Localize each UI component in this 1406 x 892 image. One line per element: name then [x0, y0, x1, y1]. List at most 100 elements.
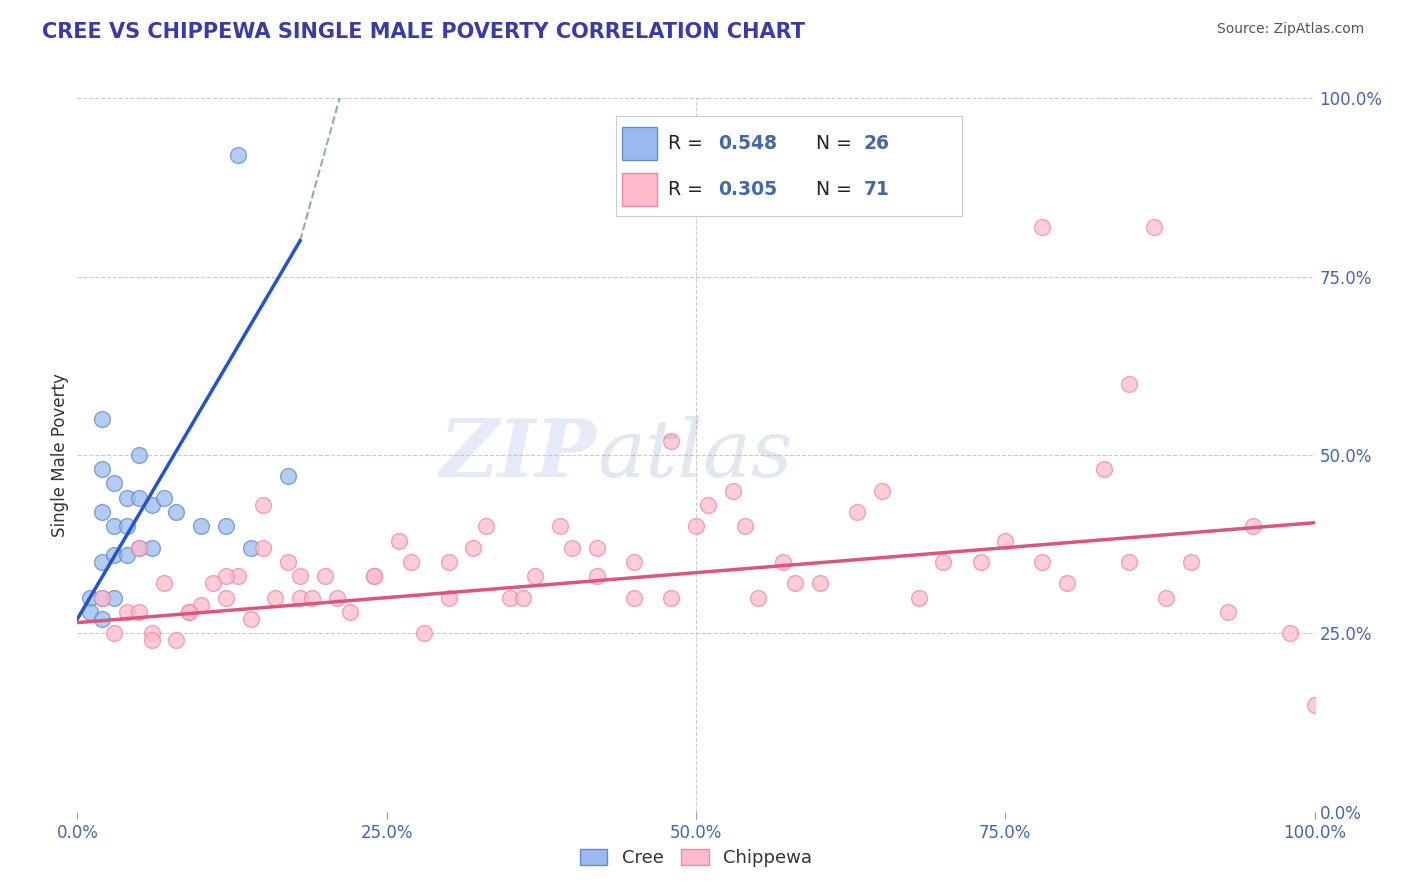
Bar	[623, 173, 657, 206]
Point	[177, 605, 200, 619]
Point	[932, 555, 955, 569]
Point	[659, 591, 682, 605]
Point	[153, 576, 176, 591]
Point	[907, 591, 929, 605]
Point	[277, 469, 299, 483]
Point	[165, 633, 187, 648]
Point	[363, 569, 385, 583]
Point	[1303, 698, 1326, 712]
Point	[91, 505, 114, 519]
Text: Source: ZipAtlas.com: Source: ZipAtlas.com	[1216, 22, 1364, 37]
Point	[239, 541, 262, 555]
Point	[1241, 519, 1264, 533]
Point	[252, 498, 274, 512]
Point	[288, 591, 311, 605]
Point	[91, 462, 114, 476]
Point	[288, 569, 311, 583]
Text: ZIP: ZIP	[440, 417, 598, 493]
Text: 0.305: 0.305	[717, 180, 778, 199]
Text: 26: 26	[863, 135, 889, 153]
Point	[215, 519, 238, 533]
Point	[264, 591, 287, 605]
Point	[314, 569, 336, 583]
Point	[301, 591, 323, 605]
Point	[103, 476, 125, 491]
Point	[747, 198, 769, 212]
Point	[128, 541, 150, 555]
Bar	[623, 127, 657, 160]
Point	[659, 434, 682, 448]
Point	[141, 633, 163, 648]
Point	[994, 533, 1017, 548]
Point	[103, 548, 125, 562]
Point	[697, 498, 720, 512]
Point	[215, 569, 238, 583]
Point	[586, 541, 609, 555]
Point	[1031, 219, 1053, 234]
Point	[1118, 555, 1140, 569]
Point	[1143, 219, 1166, 234]
Point	[721, 483, 744, 498]
Point	[524, 569, 547, 583]
Point	[474, 519, 496, 533]
Point	[226, 569, 249, 583]
Point	[401, 555, 423, 569]
Point	[79, 591, 101, 605]
Point	[1031, 555, 1053, 569]
Point	[734, 519, 756, 533]
Point	[1056, 576, 1078, 591]
Point	[363, 569, 385, 583]
Point	[79, 605, 101, 619]
Point	[623, 591, 645, 605]
Text: R =: R =	[668, 135, 709, 153]
Point	[128, 605, 150, 619]
Text: R =: R =	[668, 180, 709, 199]
Point	[845, 505, 868, 519]
Point	[91, 612, 114, 626]
Point	[437, 591, 460, 605]
Point	[202, 576, 225, 591]
Point	[165, 505, 187, 519]
Text: N =: N =	[817, 135, 858, 153]
Point	[512, 591, 534, 605]
Point	[115, 548, 138, 562]
Point	[103, 626, 125, 640]
Point	[190, 519, 212, 533]
Point	[128, 541, 150, 555]
Point	[1092, 462, 1115, 476]
Point	[463, 541, 485, 555]
Point	[548, 519, 571, 533]
Point	[772, 555, 794, 569]
Y-axis label: Single Male Poverty: Single Male Poverty	[51, 373, 69, 537]
Point	[870, 483, 893, 498]
Legend: Cree, Chippewa: Cree, Chippewa	[572, 841, 820, 874]
Text: N =: N =	[817, 180, 858, 199]
Point	[1154, 591, 1177, 605]
Point	[623, 555, 645, 569]
Point	[91, 591, 114, 605]
Point	[339, 605, 361, 619]
Point	[586, 569, 609, 583]
Point	[91, 412, 114, 426]
Point	[115, 519, 138, 533]
Point	[128, 491, 150, 505]
Point	[1278, 626, 1301, 640]
Text: atlas: atlas	[598, 417, 793, 493]
Point	[103, 519, 125, 533]
Point	[1180, 555, 1202, 569]
Point	[747, 591, 769, 605]
Text: CREE VS CHIPPEWA SINGLE MALE POVERTY CORRELATION CHART: CREE VS CHIPPEWA SINGLE MALE POVERTY COR…	[42, 22, 806, 42]
Point	[326, 591, 349, 605]
Point	[190, 598, 212, 612]
Point	[969, 555, 991, 569]
Point	[437, 555, 460, 569]
Point	[103, 591, 125, 605]
Point	[1118, 376, 1140, 391]
Point	[239, 612, 262, 626]
Point	[499, 591, 522, 605]
Point	[177, 605, 200, 619]
Point	[226, 148, 249, 162]
Point	[128, 448, 150, 462]
Text: 0.548: 0.548	[717, 135, 776, 153]
Point	[91, 555, 114, 569]
